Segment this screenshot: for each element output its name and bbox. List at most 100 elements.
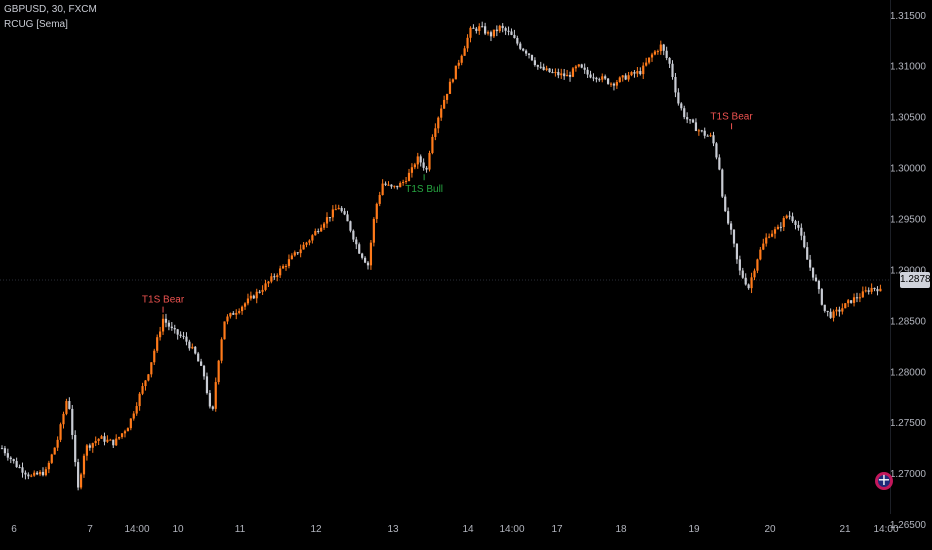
candle-body: [650, 54, 654, 58]
candle-body: [867, 290, 870, 292]
candle-body: [492, 29, 496, 37]
candle-body: [220, 339, 223, 361]
time-tick-label: 12: [310, 524, 322, 535]
candle-body: [548, 68, 551, 73]
signal-label-bear: T1S Bear: [142, 295, 185, 306]
time-tick-label: 20: [764, 524, 776, 535]
candle-body: [59, 424, 62, 440]
candle-body: [21, 467, 24, 473]
candle-body: [197, 353, 200, 362]
candle-body: [709, 135, 712, 137]
candle-body: [153, 350, 156, 363]
candle-body: [276, 275, 279, 278]
candle-body: [381, 183, 384, 196]
candle-body: [156, 337, 159, 351]
candle-body: [530, 54, 534, 61]
time-tick-label: 14: [462, 524, 474, 535]
candle-body: [744, 277, 747, 285]
candle-body: [621, 75, 624, 78]
candle-body: [404, 180, 408, 183]
candle-body: [794, 221, 797, 225]
candle-body: [864, 290, 867, 292]
candle-body: [349, 221, 352, 231]
time-tick-label: 11: [235, 524, 246, 535]
candle-body: [823, 304, 826, 311]
candle-body: [706, 135, 709, 137]
candle-body: [800, 227, 803, 236]
candle-body: [448, 81, 452, 94]
candle-body: [399, 182, 402, 188]
candle-body: [785, 215, 788, 219]
candle-body: [791, 216, 794, 222]
candle-body: [806, 247, 809, 260]
candle-body: [504, 28, 507, 31]
candle-body: [322, 223, 326, 228]
candle-body: [123, 431, 127, 434]
candle-body: [384, 183, 387, 185]
candle-body: [290, 255, 293, 260]
candle-body: [838, 309, 841, 312]
candle-body: [536, 65, 539, 67]
candle-body: [390, 184, 393, 187]
candle-body: [135, 406, 138, 414]
candle-body: [82, 455, 86, 475]
time-axis[interactable]: 6 7 14:00 10 11 12 13 14 14:00 17 18 19 20 21 14:00: [11, 524, 899, 535]
candle-body: [513, 34, 516, 38]
candle-body: [425, 167, 428, 170]
candle-body: [592, 77, 595, 79]
candle-body: [243, 303, 247, 307]
candle-body: [580, 64, 583, 68]
candle-body: [428, 153, 431, 170]
candle-body: [50, 454, 53, 463]
candle-body: [232, 313, 235, 315]
candle-body: [753, 270, 756, 278]
candle-body: [516, 37, 519, 44]
candle-body: [721, 169, 724, 197]
candle-body: [803, 235, 806, 248]
candle-body: [841, 308, 844, 312]
price-axis[interactable]: 1.31500 1.31000 1.30500 1.30000 1.29500 1.290…: [890, 11, 927, 531]
candle-body: [451, 79, 455, 82]
candle-body: [636, 71, 639, 74]
price-tick-label: 1.26500: [890, 520, 927, 531]
symbol-title[interactable]: GBPUSD, 30, FXCM: [4, 4, 97, 15]
candle-body: [454, 65, 457, 80]
candle-body: [554, 71, 557, 73]
candle-body: [211, 406, 214, 409]
candle-body: [630, 72, 633, 76]
candle-body: [665, 50, 668, 59]
candle-body: [820, 289, 823, 305]
candle-body: [563, 73, 566, 77]
candle-body: [782, 218, 785, 228]
candle-body: [293, 252, 296, 256]
candle-body: [118, 436, 121, 439]
candle-body: [659, 44, 662, 52]
candle-body: [762, 243, 765, 250]
indicator-title[interactable]: RCUG [Sema]: [4, 19, 68, 30]
candle-body: [77, 462, 80, 488]
candle-body: [264, 283, 267, 290]
candle-body: [712, 135, 715, 144]
time-tick-label: 14:00: [873, 524, 898, 535]
candle-body: [850, 300, 853, 303]
candle-body: [65, 401, 68, 414]
candle-body: [844, 303, 847, 309]
candle-body: [832, 311, 835, 318]
candle-body: [308, 240, 311, 243]
candle-body: [358, 244, 361, 254]
candle-body: [214, 382, 217, 409]
candles-group: [0, 21, 882, 491]
candle-body: [238, 311, 241, 313]
candle-body: [94, 440, 97, 444]
candle-body: [416, 156, 419, 165]
candle-body: [3, 448, 7, 454]
candle-body: [355, 239, 358, 245]
candle-body: [132, 413, 135, 419]
candle-body: [847, 300, 850, 304]
candle-body: [688, 119, 692, 121]
uk-flag-icon[interactable]: [875, 470, 893, 490]
candle-body: [577, 64, 580, 67]
candle-body: [208, 393, 211, 407]
candle-body: [460, 55, 463, 63]
